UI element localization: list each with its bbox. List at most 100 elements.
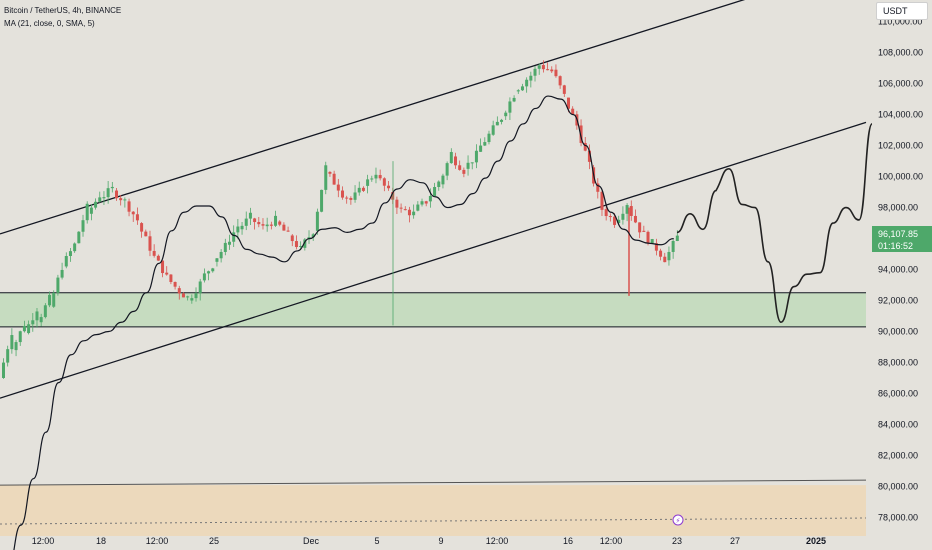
candle-body [483, 142, 487, 146]
candle-body [2, 362, 5, 378]
event-marker-icon [672, 514, 684, 526]
candle-body [106, 188, 110, 198]
candle-body [382, 178, 386, 186]
candle-body [198, 281, 202, 294]
candle-body [596, 183, 600, 192]
candle-body [500, 119, 504, 122]
moving-average-layer [13, 95, 674, 550]
candle-body [27, 324, 31, 334]
candle-body [407, 209, 411, 216]
candle-body [420, 201, 424, 205]
candle-body [232, 232, 236, 242]
candle-body [60, 269, 64, 278]
candle-body [311, 234, 315, 238]
time-axis[interactable]: 12:00 18 12:00 25 Dec 5 9 12:00 16 12:00 23 27 2025 ⚡ [32, 514, 826, 546]
candles-layer [2, 60, 679, 379]
candle-body [487, 133, 491, 143]
candle-body [554, 69, 558, 77]
candle-body [491, 125, 495, 135]
candle-body [449, 152, 453, 164]
candle-body [94, 201, 98, 208]
candle-body [361, 187, 365, 191]
candle-body [525, 79, 529, 87]
candle-body [529, 75, 533, 81]
candle-body [562, 85, 566, 94]
candle-body [625, 205, 629, 214]
candle-body [659, 250, 663, 257]
candle-body [64, 256, 68, 267]
candle-body [211, 268, 215, 272]
time-tick-label: 9 [438, 536, 443, 546]
candle-body [646, 231, 650, 244]
candle-body [286, 230, 290, 232]
candle-body [215, 258, 219, 262]
candle-body [428, 195, 432, 202]
price-tick-label: 88,000.00 [878, 357, 918, 367]
candle-body [474, 150, 478, 163]
candle-body [395, 199, 399, 208]
candle-body [39, 317, 43, 323]
candle-body [290, 235, 294, 242]
candle-body [261, 224, 265, 226]
candle-body [169, 274, 173, 282]
candle-body [299, 245, 303, 247]
last-price-value: 96,107.85 [878, 229, 919, 239]
channel-lines-layer [0, 0, 867, 399]
time-tick-label: 25 [209, 536, 219, 546]
currency-selector[interactable]: USDT [876, 2, 928, 20]
candle-body [512, 97, 516, 102]
candle-body [403, 209, 407, 211]
price-tick-label: 92,000.00 [878, 296, 918, 306]
lower-zone [0, 485, 866, 536]
candle-body [115, 190, 118, 199]
candle-body [424, 201, 428, 204]
candle-body [341, 190, 344, 198]
projection-layer [676, 123, 873, 324]
candle-body [85, 203, 89, 221]
candle-body [257, 222, 261, 225]
price-tick-label: 108,000.00 [878, 48, 923, 58]
candle-body [144, 231, 148, 237]
candle-body [181, 293, 185, 298]
candle-body [638, 222, 642, 233]
price-axis[interactable]: 110,000.00 108,000.00 106,000.00 104,000.00… [878, 17, 923, 523]
candle-body [98, 197, 102, 202]
candle-body [190, 298, 194, 301]
candle-body [102, 197, 106, 199]
candle-body [466, 162, 470, 169]
last-price-tag: 96,107.85 01:16:52 [872, 226, 932, 252]
price-tick-label: 84,000.00 [878, 419, 918, 429]
candle-body [650, 239, 654, 244]
candle-body [156, 255, 160, 261]
candle-body [10, 335, 14, 350]
candle-body [583, 142, 587, 151]
candle-body [43, 305, 47, 318]
candle-body [248, 212, 252, 219]
candle-body [6, 349, 10, 363]
candle-body [320, 189, 324, 212]
candle-body [366, 179, 370, 186]
candle-body [675, 235, 679, 242]
candle-body [127, 201, 131, 212]
candle-body [613, 216, 617, 225]
price-tick-label: 110,000.00 [878, 17, 922, 27]
candle-body [604, 209, 608, 217]
candle-body [110, 186, 114, 189]
candle-body [177, 288, 181, 294]
candle-body [315, 211, 319, 231]
candle-body [186, 296, 190, 298]
price-tick-label: 104,000.00 [878, 110, 923, 120]
candle-body [671, 241, 675, 252]
candle-body [654, 243, 658, 251]
candle-countdown: 01:16:52 [878, 241, 914, 251]
price-tick-label: 106,000.00 [878, 79, 923, 89]
upper-channel-line [0, 0, 746, 235]
candle-body [228, 241, 231, 245]
support-zone [0, 292, 866, 327]
candle-body [357, 187, 361, 193]
indicator-title: MA (21, close, 0, SMA, 5) [4, 19, 95, 28]
candle-body [14, 342, 18, 351]
symbol-title: Bitcoin / TetherUS, 4h, BINANCE [4, 6, 122, 15]
candle-body [294, 241, 298, 247]
